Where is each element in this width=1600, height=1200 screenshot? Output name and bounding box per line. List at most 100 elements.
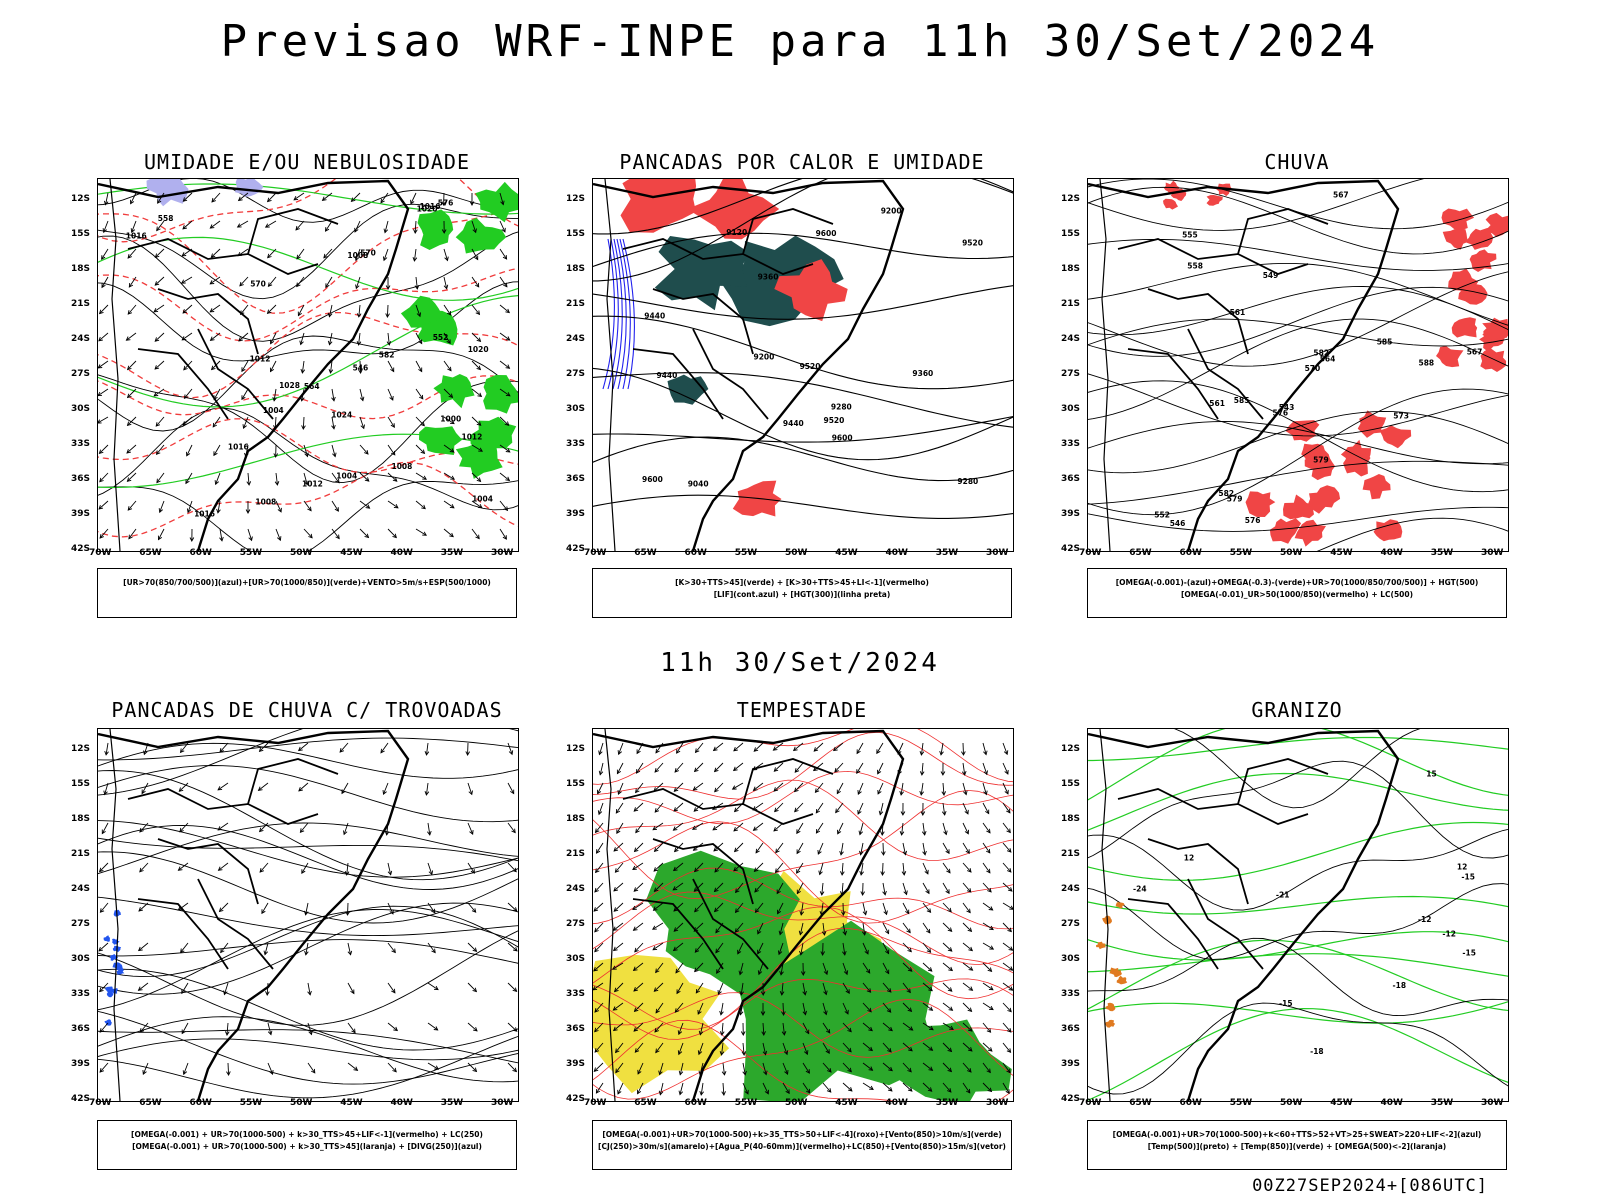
wind-vector [841,902,846,916]
wind-vector-shaft [1002,762,1009,775]
wind-vector-head [130,199,135,205]
streamline-arrow-shaft [264,942,269,955]
wind-vector [775,842,784,854]
wind-vector-shaft [678,1042,684,1055]
wind-vector [323,248,333,259]
divergence-area [110,954,118,961]
wind-vector-head [948,966,954,972]
wind-vector-shaft [415,388,424,400]
streamline-arrow-shaft [426,742,429,755]
wind-vector [834,762,844,773]
wind-vector-head [635,788,640,794]
streamline-arrow-head [98,947,103,952]
wind-vector-head [180,279,186,284]
legend-line: [CJ(250)>30m/s](amarelo)+[Agua_P(40-60mm… [598,1142,1006,1151]
upper-humidity-area [146,179,189,207]
lon-tick-label: 50W [290,1098,313,1108]
wind-vector [356,332,362,346]
streamline-arrow-shaft [467,942,477,952]
wind-vector [699,1082,704,1096]
contour-label: 576 [1273,408,1289,417]
lat-tick-label: 21S [71,299,91,309]
wind-vector-head [842,930,848,936]
wind-vector-shaft [322,192,333,201]
wind-vector [817,842,824,855]
wind-vector-head [212,422,218,428]
wind-vector-shaft [238,192,249,201]
streamline-arrow [507,942,518,952]
wind-vector [693,882,704,892]
wind-vector-shaft [722,1082,725,1096]
wind-vector-shaft [599,762,604,775]
contour-label: 9600 [816,229,837,238]
wind-vector-shaft [154,360,165,370]
streamline-arrow-shaft [387,902,394,915]
wind-vector-head [779,991,785,996]
wind-vector [634,942,644,953]
wind-vector-shaft [902,882,907,895]
wind-vector [1002,1042,1012,1054]
wind-vector-head [939,750,944,756]
streamline-arrow-head [384,831,390,836]
lat-tick-label: 36S [71,474,91,484]
wind-vector-head [881,851,886,856]
lon-tick-label: 45W [340,1098,363,1108]
lon-tick-label: 65W [139,1098,162,1108]
wind-vector-shaft [98,500,109,510]
coastline [98,179,410,551]
wind-vector-head [858,830,864,836]
wind-vector-shaft [156,472,165,483]
contour-label: 576 [438,198,454,207]
wind-vector-shaft [659,1082,664,1095]
wind-vector-shaft [594,882,604,893]
wind-vector-head [805,1069,810,1074]
wind-vector-shaft [211,192,221,203]
wind-vector-shaft [779,922,784,935]
lat-tick-label: 12S [71,194,91,204]
wind-vector-shaft [922,1042,933,1051]
wind-vector-shaft [902,962,913,972]
wind-vector [297,304,305,317]
wind-vector-head [308,533,313,539]
streamline-arrow-head [99,987,104,993]
wind-vector-shaft [742,1042,745,1055]
wind-vector [731,782,744,790]
wind-vector-head [880,871,885,876]
wind-vector-head [410,199,415,205]
wind-vector-head [267,282,273,288]
wind-vector-head [501,227,506,233]
lat-tick-label: 21S [566,299,586,309]
wind-vector [359,528,370,539]
wind-vector [613,902,624,912]
wind-vector [902,1082,913,1092]
wind-vector-shaft [902,1042,913,1052]
wind-vector-shaft [714,882,724,892]
wind-vector [615,1062,624,1074]
wind-vector [331,472,340,484]
wind-vector [471,444,483,452]
contour-label: -15 [1461,873,1475,882]
streamline-arrow [339,742,349,753]
wind-vector-shaft [471,304,480,315]
streamline [593,978,1013,1040]
wind-vector-head [943,830,948,836]
wind-vector-head [1007,927,1012,933]
wind-vector-shaft [275,472,278,485]
wind-vector-head [857,790,862,795]
contour-label: 1020 [468,345,489,354]
wind-vector-shaft [860,842,864,855]
wind-vector-head [505,448,511,453]
wind-vector-shaft [131,220,137,233]
wind-vector-shaft [819,862,824,875]
wind-vector [734,902,744,914]
wind-vector [982,862,991,874]
wind-vector-head [299,340,304,346]
wind-vector-shaft [98,360,109,369]
wind-vector-shaft [273,388,277,401]
wind-vector [941,802,947,816]
lat-tick-label: 30S [71,404,91,414]
wind-vector [982,922,994,931]
legend-box: [OMEGA(-0.001)+UR>70(1000-500)+k>35_TTS>… [592,1120,1012,1170]
height-contour [1088,373,1508,437]
wind-vector [443,416,455,425]
